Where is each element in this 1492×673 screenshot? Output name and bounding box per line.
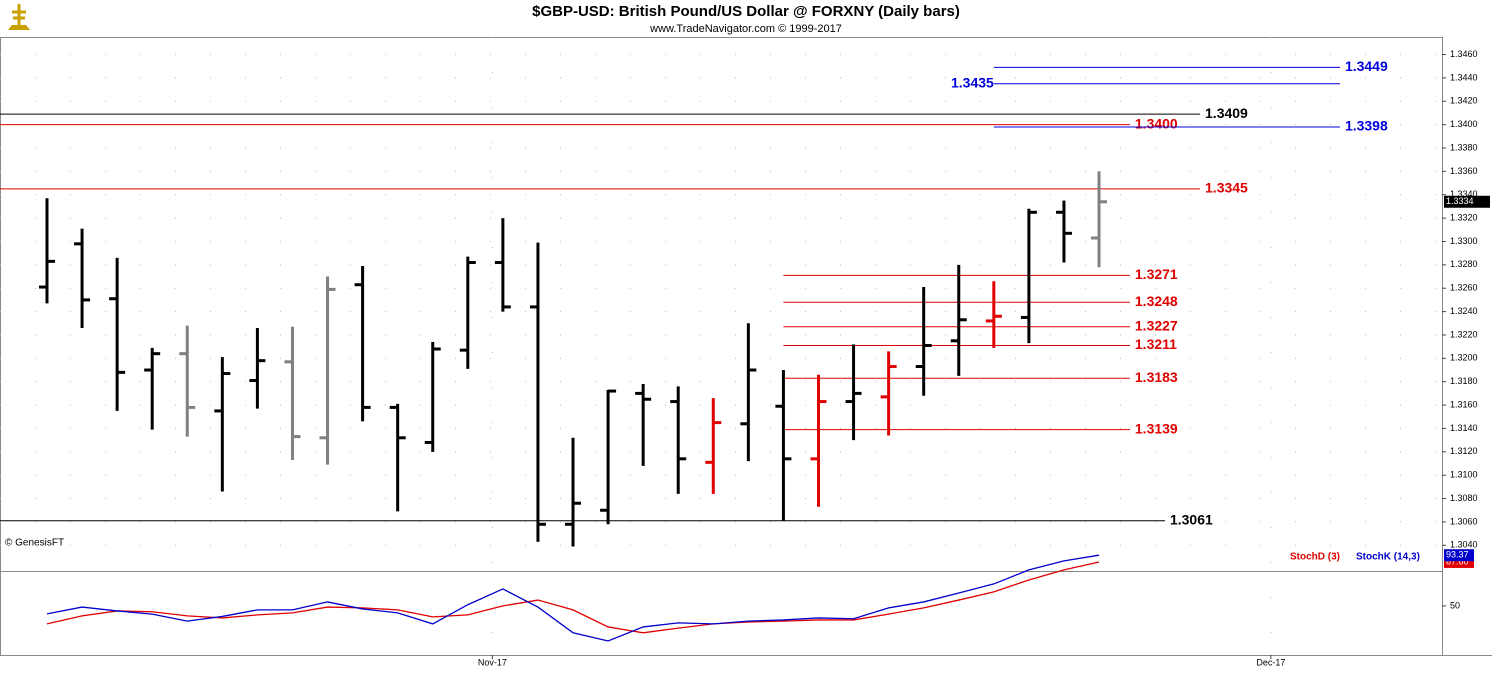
- last-price-box: [1444, 195, 1490, 208]
- level-label: 1.3409: [1205, 105, 1248, 121]
- y-tick-label: 1.3340: [1450, 189, 1478, 199]
- level-label: 1.3139: [1135, 420, 1178, 436]
- y-tick-label: 1.3200: [1450, 353, 1478, 363]
- level-label: 1.3449: [1345, 58, 1388, 74]
- y-tick-label: 1.3460: [1450, 49, 1478, 59]
- y-tick-label: 1.3260: [1450, 283, 1478, 293]
- y-tick-label: 1.3220: [1450, 329, 1478, 339]
- y-tick-label: 1.3300: [1450, 236, 1478, 246]
- level-label: 1.3183: [1135, 369, 1178, 385]
- last-value-box: [1444, 549, 1474, 562]
- y-tick-label: 1.3440: [1450, 72, 1478, 82]
- level-label: 1.3061: [1170, 511, 1213, 527]
- legend-entry: StochD (3): [1290, 552, 1340, 563]
- y-tick-label: 1.3120: [1450, 446, 1478, 456]
- x-tick-label: Nov-17: [478, 657, 507, 667]
- y-tick-label: 1.3420: [1450, 96, 1478, 106]
- level-label: 1.3248: [1135, 293, 1178, 309]
- y-tick-label: 1.3160: [1450, 399, 1478, 409]
- y-tick-label: 1.3180: [1450, 376, 1478, 386]
- level-label: 1.3227: [1135, 317, 1178, 333]
- credit: © GenesisFT: [5, 538, 64, 549]
- y-tick-label: 1.3080: [1450, 493, 1478, 503]
- y-tick-label: 1.3060: [1450, 516, 1478, 526]
- level-label: 1.3400: [1135, 115, 1178, 131]
- level-label: 1.3271: [1135, 266, 1178, 282]
- last-value-label: 87.60: [1446, 556, 1469, 566]
- stoch-line: [46, 554, 1100, 642]
- chart-subtitle: www.TradeNavigator.com © 1999-2017: [649, 23, 842, 35]
- y-tick-label: 1.3040: [1450, 540, 1478, 550]
- y-tick-label: 1.3360: [1450, 166, 1478, 176]
- y-tick-label: 1.3400: [1450, 119, 1478, 129]
- y-tick-label: 50: [1450, 600, 1460, 610]
- stoch-line: [46, 561, 1100, 634]
- level-label: 1.3398: [1345, 118, 1388, 134]
- y-tick-label: 1.3100: [1450, 470, 1478, 480]
- level-label: 1.3211: [1135, 336, 1177, 352]
- level-label: 1.3435: [951, 74, 994, 90]
- y-tick-label: 1.3320: [1450, 212, 1478, 222]
- y-tick-label: 1.3380: [1450, 142, 1478, 152]
- level-label: 1.3345: [1205, 180, 1248, 196]
- legend-entry: StochK (14,3): [1356, 552, 1420, 563]
- y-tick-label: 1.3280: [1450, 259, 1478, 269]
- last-value-label: 93.37: [1446, 550, 1469, 560]
- y-tick-label: 1.3240: [1450, 306, 1478, 316]
- chart-title: $GBP-USD: British Pound/US Dollar @ FORX…: [532, 3, 960, 20]
- x-tick-label: Dec-17: [1256, 657, 1285, 667]
- logo: [8, 4, 30, 30]
- last-price-label: 1.3334: [1446, 196, 1474, 206]
- y-tick-label: 1.3140: [1450, 423, 1478, 433]
